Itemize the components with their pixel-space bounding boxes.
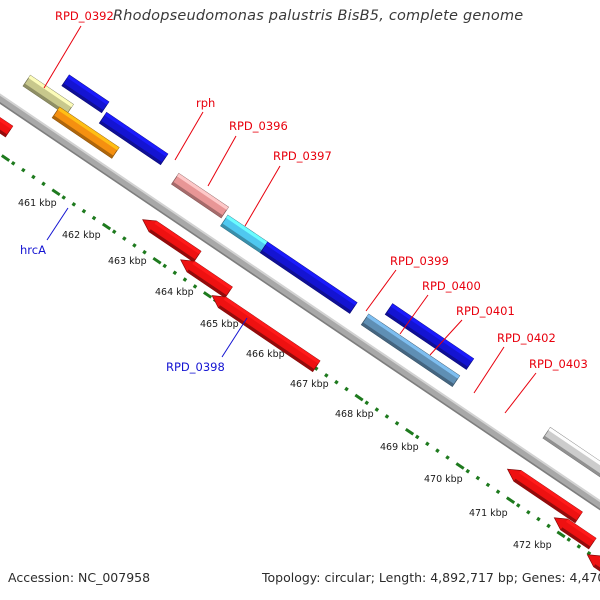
gene-feature-forward[interactable] [171, 172, 229, 219]
ruler-tick-label: 466 kbp [246, 349, 285, 360]
gene-feature-reverse[interactable] [142, 219, 202, 263]
label-leader-lines [43, 25, 537, 414]
gene-feature-forward[interactable] [542, 426, 600, 489]
gene-label[interactable]: RPD_0399 [390, 254, 449, 268]
genome-backbone [0, 93, 600, 511]
ruler-tick-label: 469 kbp [380, 442, 419, 453]
ruler-tick-label: 462 kbp [62, 230, 101, 241]
ruler-tick-label: 472 kbp [513, 540, 552, 551]
gene-feature-reverse[interactable] [0, 88, 14, 138]
gene-feature-reverse[interactable] [506, 468, 583, 524]
gene-feature-forward[interactable] [220, 214, 269, 254]
gene-label[interactable]: RPD_0398 [166, 360, 225, 374]
gene-feature-forward[interactable] [51, 106, 120, 159]
gene-features [0, 74, 600, 572]
gene-label[interactable]: RPD_0400 [422, 279, 481, 293]
genome-summary-text: Topology: circular; Length: 4,892,717 bp… [262, 570, 600, 585]
ruler-tick-label: 471 kbp [469, 508, 508, 519]
page-title: Rhodopseudomonas palustris BisB5, comple… [113, 8, 524, 24]
gene-label[interactable]: RPD_0402 [497, 331, 556, 345]
ruler-tick-label: 470 kbp [424, 474, 463, 485]
gene-label[interactable]: RPD_0396 [229, 119, 288, 133]
gene-feature-forward[interactable] [360, 313, 461, 387]
gene-feature-forward[interactable] [98, 111, 169, 166]
ruler-tick-label: 463 kbp [108, 256, 147, 267]
ruler-tick-label: 464 kbp [155, 287, 194, 298]
accession-text: Accession: NC_007958 [8, 570, 151, 585]
ruler-tick-label: 468 kbp [335, 409, 374, 420]
gene-feature-reverse[interactable] [211, 295, 321, 373]
gene-feature-reverse[interactable] [180, 259, 233, 299]
gene-label[interactable]: RPD_0392 [55, 9, 114, 23]
ruler-tick-label: 461 kbp [18, 198, 57, 209]
gene-label[interactable]: RPD_0403 [529, 357, 588, 371]
ruler-tick-label: 465 kbp [200, 319, 239, 330]
gene-label[interactable]: RPD_0401 [456, 304, 515, 318]
gene-label[interactable]: hrcA [20, 243, 46, 257]
gene-label[interactable]: RPD_0397 [273, 149, 332, 163]
gene-label[interactable]: rph [196, 96, 216, 110]
gene-feature-forward[interactable] [61, 74, 110, 114]
gene-feature-forward[interactable] [259, 241, 358, 314]
ruler-tick-label: 467 kbp [290, 379, 329, 390]
gene-feature-forward[interactable] [22, 74, 74, 116]
gene-feature-reverse[interactable] [553, 517, 597, 550]
